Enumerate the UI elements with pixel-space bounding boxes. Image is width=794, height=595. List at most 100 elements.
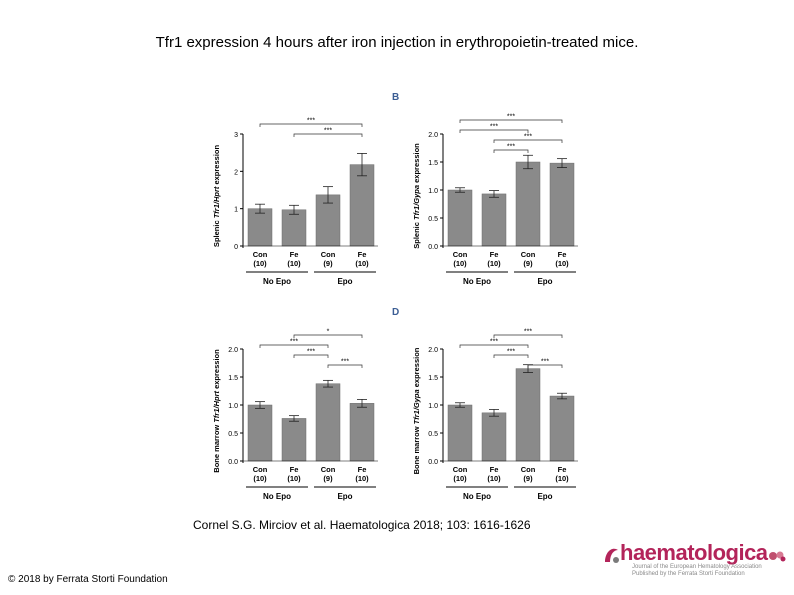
x-category-label: Fe (558, 465, 567, 474)
y-label-prefix: Splenic (212, 218, 221, 247)
x-sample-size: (9) (323, 259, 333, 268)
y-tick-label: 2 (234, 169, 238, 176)
x-sample-size: (10) (453, 259, 467, 268)
figure-panels: A0123Splenic Tfr1/Hprt expressionCon(10)… (212, 92, 578, 501)
y-tick-label: 1.5 (228, 375, 238, 382)
bar (481, 412, 507, 462)
group-label: Epo (537, 277, 552, 286)
significance-bracket (293, 334, 363, 338)
significance-label: *** (290, 339, 298, 346)
y-label-gene: Tfr1/Hprt (212, 186, 221, 218)
significance-bracket (293, 133, 363, 137)
group-label: Epo (337, 277, 352, 286)
y-axis-label: Splenic Tfr1/Gypa expression (412, 143, 421, 249)
x-sample-size: (9) (523, 259, 533, 268)
y-tick-label: 1.0 (428, 403, 438, 410)
significance-bracket (493, 149, 529, 153)
significance-bracket (259, 123, 363, 127)
bar (349, 164, 375, 247)
logo-wordmark: haematologica (620, 540, 768, 565)
x-category-label: Con (253, 465, 268, 474)
bar (549, 162, 575, 247)
x-category-label: Fe (490, 465, 499, 474)
citation: Cornel S.G. Mirciov et al. Haematologica… (193, 518, 531, 532)
x-sample-size: (10) (555, 474, 569, 483)
significance-bracket (527, 364, 563, 368)
significance-label: *** (507, 349, 515, 356)
x-category-label: Con (453, 465, 468, 474)
significance-label: * (327, 329, 330, 336)
significance-label: *** (541, 359, 549, 366)
significance-bracket (259, 344, 329, 348)
y-label-gene: Tfr1/Gypa (412, 389, 421, 424)
y-tick-label: 2.0 (228, 347, 238, 354)
group-label: No Epo (463, 492, 491, 501)
x-category-label: Fe (358, 465, 367, 474)
bar (481, 193, 507, 247)
panel-b: B 0.0 0.5 1.0 1.5 2.0 Splenic Tfr1/Gypa expres… (392, 92, 578, 286)
x-sample-size: (10) (487, 259, 501, 268)
y-tick-label: 0 (234, 244, 238, 251)
x-sample-size: (10) (287, 474, 301, 483)
y-axis-label: Bone marrow Tfr1/Hprt expression (212, 349, 221, 473)
y-label-suffix: expression (212, 145, 221, 187)
x-sample-size: (9) (323, 474, 333, 483)
group-label: No Epo (463, 277, 491, 286)
x-category-label: Con (321, 465, 336, 474)
bar (281, 209, 307, 247)
panel-a: A0123Splenic Tfr1/Hprt expressionCon(10)… (212, 118, 378, 286)
y-label-prefix: Bone marrow (412, 424, 421, 474)
y-tick-label: 1.5 (428, 375, 438, 382)
significance-bracket (327, 364, 363, 368)
journal-logo[interactable]: haematologica Journal of the European He… (602, 540, 792, 580)
bar (515, 368, 541, 462)
y-tick-label: 2.0 (428, 132, 438, 139)
y-tick-label: 3 (234, 132, 238, 139)
significance-bracket (493, 334, 563, 338)
y-tick-label: 0.0 (428, 459, 438, 466)
x-sample-size: (10) (355, 474, 369, 483)
y-tick-label: 1 (234, 207, 238, 214)
significance-label: *** (507, 114, 515, 121)
group-label: No Epo (263, 277, 291, 286)
logo-mark-icon (605, 548, 619, 563)
bar (315, 383, 341, 462)
significance-label: *** (490, 124, 498, 131)
y-label-prefix: Bone marrow (212, 423, 221, 473)
x-category-label: Con (453, 250, 468, 259)
slide-title: Tfr1 expression 4 hours after iron injec… (155, 34, 639, 51)
x-sample-size: (10) (555, 259, 569, 268)
significance-label: *** (524, 329, 532, 336)
y-tick-label: 0.5 (428, 431, 438, 438)
significance-label: *** (307, 349, 315, 356)
x-sample-size: (10) (355, 259, 369, 268)
x-category-label: Fe (290, 250, 299, 259)
y-label-suffix: expression (212, 349, 221, 391)
y-tick-label: 1.0 (228, 403, 238, 410)
x-category-label: Fe (290, 465, 299, 474)
x-category-label: Con (521, 465, 536, 474)
copyright-notice: © 2018 by Ferrata Storti Foundation (8, 574, 168, 585)
bar (247, 208, 273, 247)
x-sample-size: (10) (487, 474, 501, 483)
bar (447, 404, 473, 462)
y-label-prefix: Splenic (412, 220, 421, 249)
significance-bracket (459, 129, 529, 133)
significance-label: *** (341, 359, 349, 366)
y-label-gene: Tfr1/Gypa (412, 185, 421, 220)
bar (349, 403, 375, 462)
significance-label: *** (524, 134, 532, 141)
y-tick-label: 1.5 (428, 160, 438, 167)
y-label-suffix: expression (412, 347, 421, 389)
y-axis-label: Splenic Tfr1/Hprt expression (212, 145, 221, 248)
bar (247, 404, 273, 462)
significance-bracket (459, 344, 529, 348)
significance-label: *** (507, 144, 515, 151)
x-category-label: Con (521, 250, 536, 259)
y-tick-label: 0.5 (428, 216, 438, 223)
y-tick-label: 1.0 (428, 188, 438, 195)
bar (515, 161, 541, 247)
significance-bracket (459, 119, 563, 123)
x-sample-size: (10) (287, 259, 301, 268)
x-sample-size: (10) (253, 474, 267, 483)
